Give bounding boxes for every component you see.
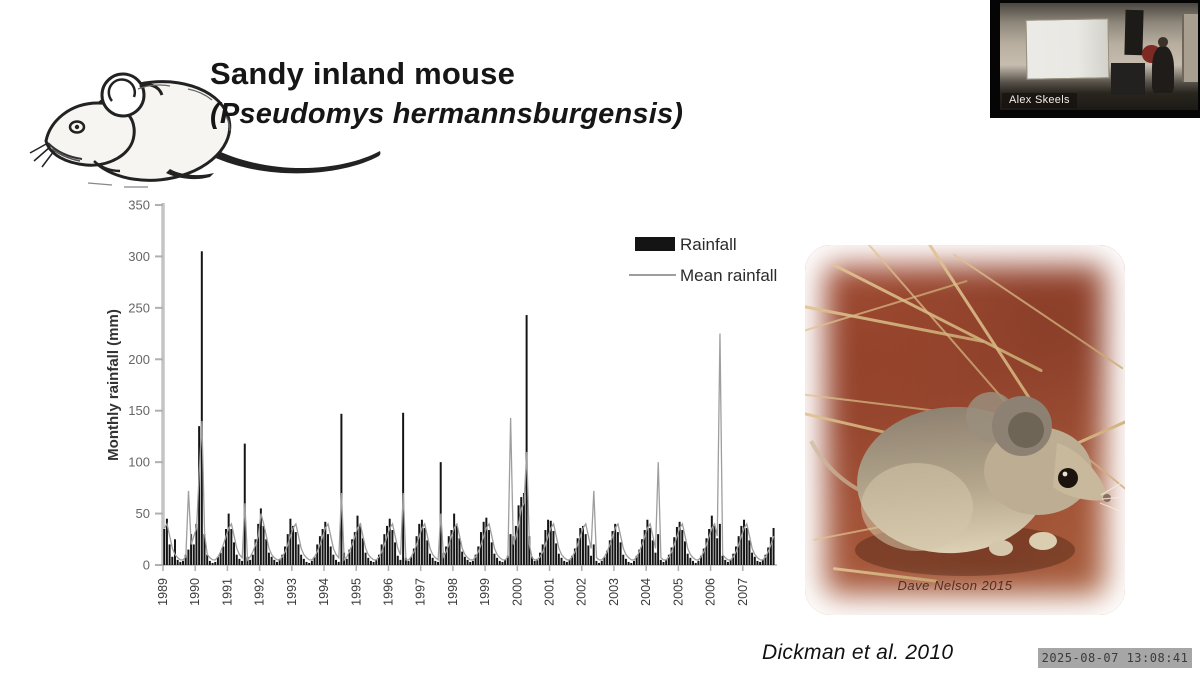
legend-rainfall-label: Rainfall — [680, 235, 737, 254]
door — [1182, 13, 1198, 83]
x-tick-label: 2003 — [607, 578, 621, 606]
photo-mouse-eye — [1058, 468, 1078, 488]
x-tick-label: 2001 — [543, 578, 557, 606]
x-tick-label: 2004 — [639, 578, 653, 606]
x-tick-label: 1992 — [253, 578, 267, 606]
x-tick-label: 1989 — [156, 578, 170, 606]
presenter-silhouette — [1152, 45, 1175, 93]
mouse-photo: Dave Nelson 2015 — [805, 245, 1125, 615]
title-common-name: Sandy inland mouse — [210, 56, 516, 91]
y-tick-label: 250 — [128, 300, 150, 315]
webcam-video: Alex Skeels — [1000, 3, 1198, 110]
x-tick-label: 1991 — [220, 578, 234, 606]
x-tick-label: 1995 — [349, 578, 363, 606]
y-axis-title: Monthly rainfall (mm) — [105, 309, 122, 461]
mouse-hind-foot — [166, 169, 214, 180]
photo-mouse-figure — [809, 392, 1125, 576]
rainfall-chart: 0 50 100 150 200 250 300 350 1989 1990 1991 1992 19… — [95, 190, 805, 650]
legend-rainfall-swatch — [635, 237, 675, 251]
y-tick-label: 200 — [128, 352, 150, 367]
x-tick-label: 1998 — [446, 578, 460, 606]
x-tick-label: 1996 — [381, 578, 395, 606]
y-tick-label: 350 — [128, 198, 150, 213]
mouse-illustration — [29, 72, 381, 188]
y-axis-ticks: 0 50 100 150 200 250 300 350 — [128, 198, 163, 573]
x-tick-label: 2000 — [510, 578, 524, 606]
chart-legend: Rainfall Mean rainfall — [629, 235, 777, 285]
mouse-tail — [211, 149, 381, 174]
x-tick-label: 2002 — [575, 578, 589, 606]
slide-title: Sandy inland mouse (Pseudomys hermannsbu… — [210, 54, 683, 134]
recording-timestamp: 2025-08-07 13:08:41 — [1038, 648, 1192, 668]
participant-name-label: Alex Skeels — [1002, 93, 1077, 108]
legend-meanline-label: Mean rainfall — [680, 266, 777, 285]
lectern — [1110, 62, 1145, 95]
y-tick-label: 50 — [136, 506, 150, 521]
rainfall-bars — [163, 251, 775, 565]
mouse-head — [44, 101, 136, 167]
title-scientific-name: (Pseudomys hermannsburgensis) — [210, 98, 684, 130]
y-tick-label: 300 — [128, 249, 150, 264]
projector-screen — [1025, 18, 1110, 80]
x-tick-label: 1999 — [478, 578, 492, 606]
photo-credit: Dave Nelson 2015 — [897, 578, 1013, 593]
mouse-eye — [68, 120, 86, 134]
citation: Dickman et al. 2010 — [762, 641, 954, 664]
x-tick-label: 2007 — [736, 578, 750, 606]
webcam-panel: Alex Skeels — [990, 0, 1200, 118]
x-tick-label: 2006 — [704, 578, 718, 606]
x-tick-label: 1994 — [317, 578, 331, 606]
x-tick-label: 1997 — [414, 578, 428, 606]
x-tick-label: 1990 — [188, 578, 202, 606]
y-tick-label: 150 — [128, 403, 150, 418]
y-tick-label: 100 — [128, 455, 150, 470]
x-axis-ticks: 1989 1990 1991 1992 1993 1994 1995 1996 1997 1998… — [156, 565, 750, 606]
mouse-whiskers — [29, 142, 55, 168]
x-tick-label: 1993 — [285, 578, 299, 606]
mean-rainfall-line — [163, 333, 775, 562]
y-tick-label: 0 — [143, 558, 150, 573]
wall-panel — [1124, 10, 1144, 56]
x-tick-label: 2005 — [671, 578, 685, 606]
